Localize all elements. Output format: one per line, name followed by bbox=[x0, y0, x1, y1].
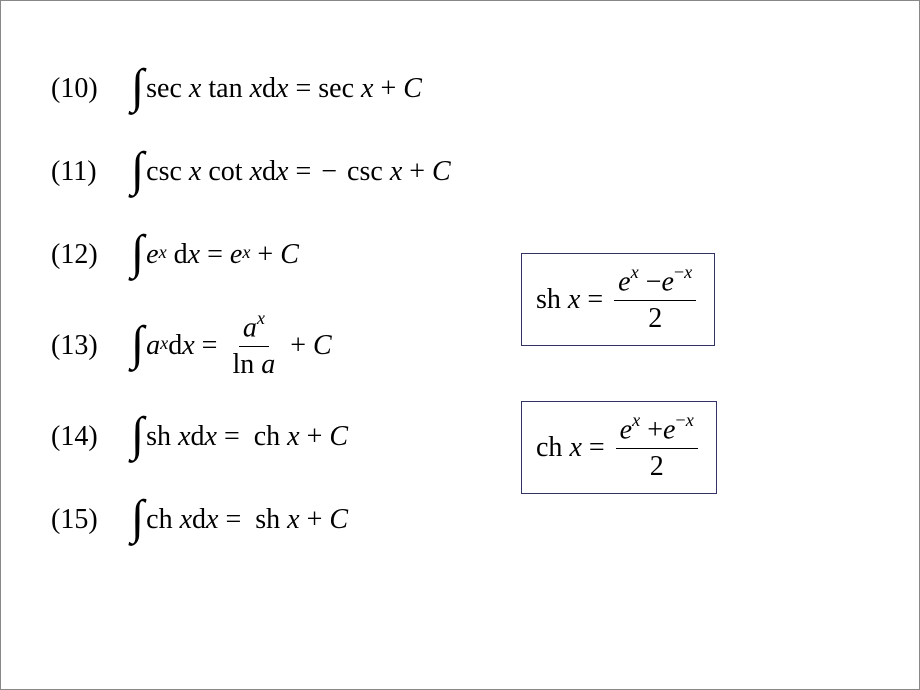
fraction: ax ln a bbox=[228, 310, 279, 381]
formula-number: (12) bbox=[51, 239, 111, 271]
formula-11: (11) ∫ csc x cot xdx = − csc x + C bbox=[51, 144, 869, 199]
formula-14: (14) ∫ sh xdx = ch x + C bbox=[51, 409, 869, 464]
formula-body: csc x cot xdx = − csc x + C bbox=[146, 156, 451, 188]
fraction: ex −e−x 2 bbox=[614, 264, 696, 335]
integral-icon: ∫ bbox=[131, 490, 144, 545]
integral-icon: ∫ bbox=[131, 225, 144, 280]
integral-icon: ∫ bbox=[131, 407, 144, 462]
formula-13: (13) ∫ axdx = ax ln a + C bbox=[51, 310, 869, 381]
definition-box-sh: sh x = ex −e−x 2 bbox=[521, 253, 715, 346]
integral-icon: ∫ bbox=[131, 142, 144, 197]
formula-body: sh xdx = ch x + C bbox=[146, 421, 348, 453]
formula-12: (12) ∫ ex dx = ex + C bbox=[51, 227, 869, 282]
integral-icon: ∫ bbox=[131, 59, 144, 114]
formula-body: ch xdx = sh x + C bbox=[146, 504, 348, 536]
integral-icon: ∫ bbox=[131, 316, 144, 371]
formula-number: (13) bbox=[51, 330, 111, 362]
formula-body: ex dx = ex + C bbox=[146, 239, 299, 271]
formula-body: sec x tan xdx = sec x + C bbox=[146, 73, 422, 105]
fraction: ex +e−x 2 bbox=[616, 412, 698, 483]
formula-15: (15) ∫ ch xdx = sh x + C bbox=[51, 492, 869, 547]
formula-number: (11) bbox=[51, 156, 111, 188]
formula-number: (14) bbox=[51, 421, 111, 453]
formula-number: (10) bbox=[51, 73, 111, 105]
formula-10: (10) ∫ sec x tan xdx = sec x + C bbox=[51, 61, 869, 116]
formula-list: (10) ∫ sec x tan xdx = sec x + C (11) ∫ … bbox=[1, 1, 919, 635]
formula-body: axdx = ax ln a + C bbox=[146, 310, 332, 381]
definition-box-ch: ch x = ex +e−x 2 bbox=[521, 401, 717, 494]
formula-number: (15) bbox=[51, 504, 111, 536]
